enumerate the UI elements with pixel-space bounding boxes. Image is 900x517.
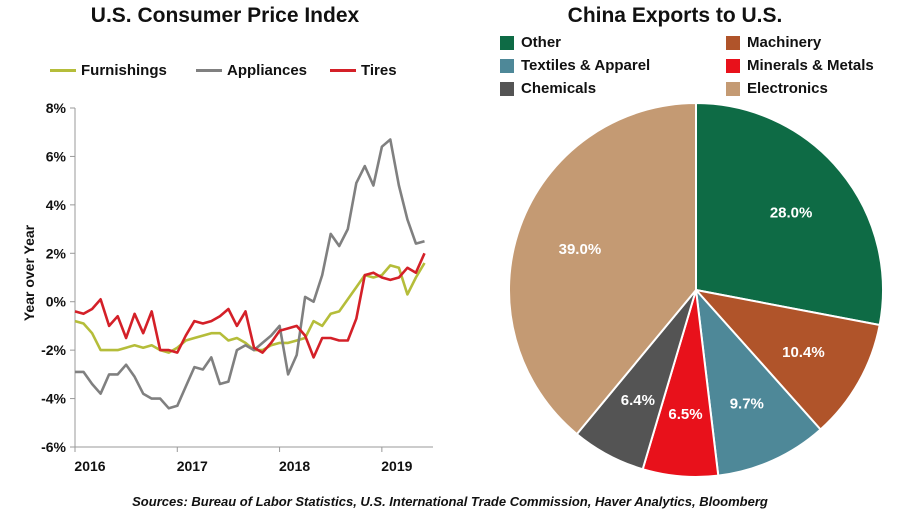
sources-note: Sources: Bureau of Labor Statistics, U.S… <box>132 494 768 509</box>
exports-pie-plot: 28.0% 10.4% 9.7% 6.5% 6.4% 39.0% <box>508 101 884 478</box>
y-tick-label: 4% <box>46 197 67 213</box>
pie-label-chemicals: 6.4% <box>621 392 655 409</box>
pie-label-minerals-metals: 6.5% <box>668 406 702 423</box>
legend-label-other: Other <box>521 34 562 51</box>
minerals-swatch <box>726 58 740 73</box>
legend-item-electronics: Electronics <box>726 80 828 97</box>
x-tick-label: 2016 <box>74 458 105 474</box>
legend-item-minerals: Minerals & Metals <box>726 57 874 74</box>
y-tick-label: 0% <box>46 294 67 310</box>
legend-item-tires: Tires <box>330 62 397 79</box>
other-swatch <box>500 35 514 50</box>
legend-item-other: Other <box>500 34 561 51</box>
x-tick-label: 2018 <box>279 458 310 474</box>
legend-label-chemicals: Chemicals <box>521 80 597 97</box>
y-tick-label: 8% <box>46 100 67 116</box>
series-line-appliances <box>75 138 425 410</box>
furnishings-swatch <box>50 69 76 72</box>
electronics-swatch <box>726 81 740 96</box>
machinery-swatch <box>726 35 740 50</box>
cpi-line-plot: 8% 6% 4% 2% 0% -2% -4% -6% 2016 2017 2018 2019 <box>41 100 433 474</box>
legend-item-chemicals: Chemicals <box>500 80 596 97</box>
cpi-chart-title: U.S. Consumer Price Index <box>90 4 360 27</box>
pie-slice-electronics <box>508 101 697 436</box>
pie-label-electronics: 39.0% <box>559 241 602 258</box>
legend-label-electronics: Electronics <box>747 80 828 97</box>
legend-label-appliances: Appliances <box>227 62 308 79</box>
textiles-swatch <box>500 58 514 73</box>
legend-item-furnishings: Furnishings <box>50 62 167 79</box>
legend-item-appliances: Appliances <box>196 62 307 79</box>
pie-slice-machinery <box>693 288 881 431</box>
pie-label-machinery: 10.4% <box>782 344 825 361</box>
pie-label-other: 28.0% <box>770 204 813 221</box>
pie-label-textiles-apparel: 9.7% <box>730 396 764 413</box>
y-tick-label: -2% <box>41 342 66 358</box>
legend-item-machinery: Machinery <box>726 34 821 51</box>
legend-label-tires: Tires <box>361 62 397 79</box>
legend-label-machinery: Machinery <box>747 34 822 51</box>
y-tick-label: -6% <box>41 439 66 455</box>
pie-slice-textiles-apparel <box>694 286 822 477</box>
legend-label-textiles: Textiles & Apparel <box>521 57 651 74</box>
pie-slice-other <box>695 101 884 327</box>
tires-swatch <box>330 69 356 72</box>
x-tick-label: 2019 <box>381 458 412 474</box>
appliances-swatch <box>196 69 222 72</box>
series-line-tires <box>74 252 426 359</box>
legend-label-minerals: Minerals & Metals <box>747 57 874 74</box>
chemicals-swatch <box>500 81 514 96</box>
legend-label-furnishings: Furnishings <box>81 62 167 79</box>
legend-item-textiles: Textiles & Apparel <box>500 57 650 74</box>
y-tick-label: 2% <box>46 245 67 261</box>
series-line-furnishings <box>74 262 426 354</box>
exports-chart-panel: China Exports to U.S. Other Machinery Te… <box>450 0 900 490</box>
y-tick-label: 6% <box>46 148 67 164</box>
cpi-chart-panel: U.S. Consumer Price Index Furnishings Ap… <box>0 0 450 490</box>
x-tick-label: 2017 <box>177 458 208 474</box>
y-tick-label: -4% <box>41 391 66 407</box>
exports-chart-title: China Exports to U.S. <box>567 4 783 27</box>
